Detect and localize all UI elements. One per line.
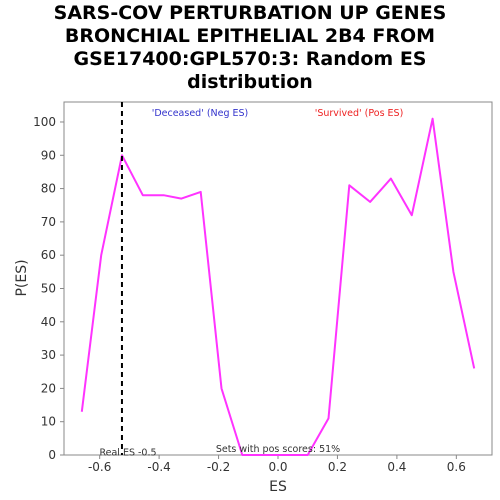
x-axis-label: ES [269, 479, 287, 495]
x-tick-label: 0.0 [268, 460, 287, 474]
y-tick-label: 90 [41, 148, 56, 162]
y-tick-label: 10 [41, 415, 56, 429]
y-tick-label: 80 [41, 182, 56, 196]
deceased-annotation: 'Deceased' (Neg ES) [152, 108, 249, 119]
x-tick-label: 0.2 [328, 460, 347, 474]
x-tick-label: -0.6 [88, 460, 111, 474]
y-tick-label: 50 [41, 281, 56, 295]
pos-scores-annotation: Sets with pos scores: 51% [216, 444, 340, 455]
chart-title-line: BRONCHIAL EPITHELIAL 2B4 FROM [64, 25, 436, 47]
y-axis: 0 10 20 30 40 50 60 70 80 90 100 [33, 115, 64, 462]
y-tick-label: 100 [33, 115, 56, 129]
chart-title-line: distribution [187, 71, 313, 93]
series-line [80, 117, 476, 456]
real-es-annotation: Real ES -0.5 [99, 448, 156, 459]
chart-title: SARS-COV PERTURBATION UP GENES BRONCHIAL… [0, 2, 500, 94]
plot-area [63, 101, 493, 456]
y-axis-label: P(ES) [14, 259, 30, 296]
y-tick-label: 0 [48, 448, 56, 462]
y-tick-label: 20 [41, 381, 56, 395]
x-axis: -0.6 -0.4 -0.2 0.0 0.2 0.4 0.6 [88, 455, 466, 474]
y-tick-label: 70 [41, 215, 56, 229]
survived-annotation: 'Survived' (Pos ES) [315, 108, 404, 119]
x-tick-label: -0.4 [147, 460, 170, 474]
x-tick-label: 0.6 [447, 460, 466, 474]
chart-title-line: GSE17400:GPL570:3: Random ES [73, 48, 427, 70]
chart-title-line: SARS-COV PERTURBATION UP GENES [53, 2, 447, 24]
y-tick-label: 60 [41, 248, 56, 262]
y-tick-label: 30 [41, 348, 56, 362]
x-tick-label: 0.4 [387, 460, 406, 474]
y-tick-label: 40 [41, 315, 56, 329]
x-tick-label: -0.2 [207, 460, 230, 474]
